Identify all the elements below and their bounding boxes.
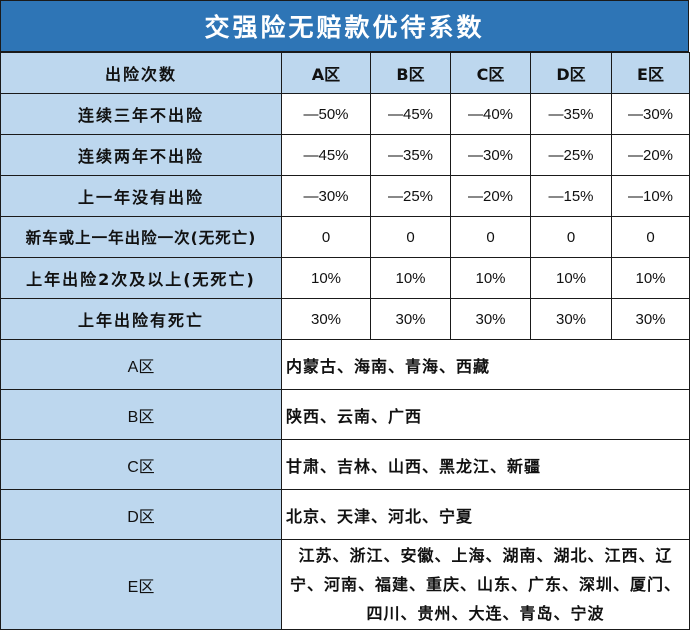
cell-value: —20% [450,175,531,217]
region-row-c: C区 甘肃、吉林、山西、黑龙江、新疆 [0,439,690,490]
table-row: 上一年没有出险 —30% —25% —20% —15% —10% [0,175,690,217]
cell-value: —35% [370,134,451,176]
region-row-e: E区 江苏、浙江、安徽、上海、湖南、湖北、江西、辽宁、河南、福建、重庆、山东、广… [0,539,690,630]
region-row-b: B区 陕西、云南、广西 [0,389,690,440]
coefficient-table: 出险次数 A区 B区 C区 D区 E区 连续三年不出险 —50% —45% —4… [0,52,690,630]
cell-value: 0 [611,216,690,258]
table-row: 连续三年不出险 —50% —45% —40% —35% —30% [0,93,690,135]
region-zone-label: D区 [0,489,282,540]
row-label: 新车或上一年出险一次(无死亡) [0,216,282,258]
region-provinces: 内蒙古、海南、青海、西藏 [281,339,690,390]
cell-value: 10% [450,257,531,299]
cell-value: —30% [611,93,690,135]
region-provinces: 江苏、浙江、安徽、上海、湖南、湖北、江西、辽宁、河南、福建、重庆、山东、广东、深… [281,539,690,630]
cell-value: 0 [450,216,531,258]
region-zone-label: B区 [0,389,282,440]
header-zone-e: E区 [611,52,690,94]
cell-value: —40% [450,93,531,135]
region-zone-label: C区 [0,439,282,490]
cell-value: 0 [530,216,612,258]
region-provinces: 陕西、云南、广西 [281,389,690,440]
region-row-d: D区 北京、天津、河北、宁夏 [0,489,690,540]
cell-value: 30% [370,298,451,340]
cell-value: 30% [450,298,531,340]
header-zone-c: C区 [450,52,531,94]
header-zone-b: B区 [370,52,451,94]
cell-value: 10% [281,257,371,299]
table-row: 上年出险有死亡 30% 30% 30% 30% 30% [0,298,690,340]
cell-value: 30% [281,298,371,340]
cell-value: —20% [611,134,690,176]
cell-value: 30% [530,298,612,340]
cell-value: 10% [370,257,451,299]
cell-value: 10% [611,257,690,299]
cell-value: —10% [611,175,690,217]
region-zone-label: E区 [0,539,282,630]
cell-value: 0 [370,216,451,258]
cell-value: —35% [530,93,612,135]
region-row-a: A区 内蒙古、海南、青海、西藏 [0,339,690,390]
cell-value: 10% [530,257,612,299]
region-provinces: 北京、天津、河北、宁夏 [281,489,690,540]
header-zone-a: A区 [281,52,371,94]
cell-value: —45% [281,134,371,176]
cell-value: —30% [281,175,371,217]
cell-value: 30% [611,298,690,340]
cell-value: 0 [281,216,371,258]
cell-value: —45% [370,93,451,135]
row-label: 连续两年不出险 [0,134,282,176]
header-zone-d: D区 [530,52,612,94]
cell-value: —15% [530,175,612,217]
row-label: 上年出险有死亡 [0,298,282,340]
table-row: 新车或上一年出险一次(无死亡) 0 0 0 0 0 [0,216,690,258]
row-label: 上一年没有出险 [0,175,282,217]
table-row: 上年出险2次及以上(无死亡) 10% 10% 10% 10% 10% [0,257,690,299]
row-label: 连续三年不出险 [0,93,282,135]
cell-value: —25% [370,175,451,217]
table-row: 连续两年不出险 —45% —35% —30% —25% —20% [0,134,690,176]
region-zone-label: A区 [0,339,282,390]
cell-value: —50% [281,93,371,135]
cell-value: —25% [530,134,612,176]
cell-value: —30% [450,134,531,176]
table-title: 交强险无赔款优待系数 [1,1,688,52]
region-provinces: 甘肃、吉林、山西、黑龙江、新疆 [281,439,690,490]
header-row: 出险次数 A区 B区 C区 D区 E区 [0,52,690,94]
header-row-label: 出险次数 [0,52,282,94]
row-label: 上年出险2次及以上(无死亡) [0,257,282,299]
